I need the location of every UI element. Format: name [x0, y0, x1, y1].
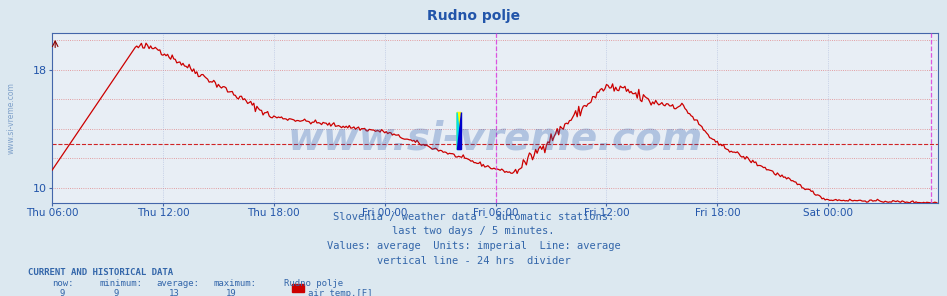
Polygon shape: [457, 112, 461, 149]
Text: maximum:: maximum:: [213, 279, 256, 288]
Text: average:: average:: [156, 279, 199, 288]
Text: minimum:: minimum:: [99, 279, 142, 288]
Text: Rudno polje: Rudno polje: [427, 9, 520, 23]
Text: Rudno polje: Rudno polje: [284, 279, 343, 288]
Text: now:: now:: [52, 279, 74, 288]
Text: 19: 19: [225, 289, 236, 296]
Text: air temp.[F]: air temp.[F]: [308, 289, 372, 296]
Text: 9: 9: [60, 289, 65, 296]
Polygon shape: [457, 112, 461, 149]
Text: Values: average  Units: imperial  Line: average: Values: average Units: imperial Line: av…: [327, 241, 620, 251]
Text: last two days / 5 minutes.: last two days / 5 minutes.: [392, 226, 555, 237]
Text: www.si-vreme.com: www.si-vreme.com: [287, 119, 703, 157]
Polygon shape: [457, 112, 461, 149]
Text: 9: 9: [114, 289, 119, 296]
Text: www.si-vreme.com: www.si-vreme.com: [7, 83, 16, 154]
Text: CURRENT AND HISTORICAL DATA: CURRENT AND HISTORICAL DATA: [28, 268, 173, 277]
Text: 13: 13: [169, 289, 179, 296]
Text: Slovenia / weather data - automatic stations.: Slovenia / weather data - automatic stat…: [333, 212, 614, 222]
Text: vertical line - 24 hrs  divider: vertical line - 24 hrs divider: [377, 256, 570, 266]
